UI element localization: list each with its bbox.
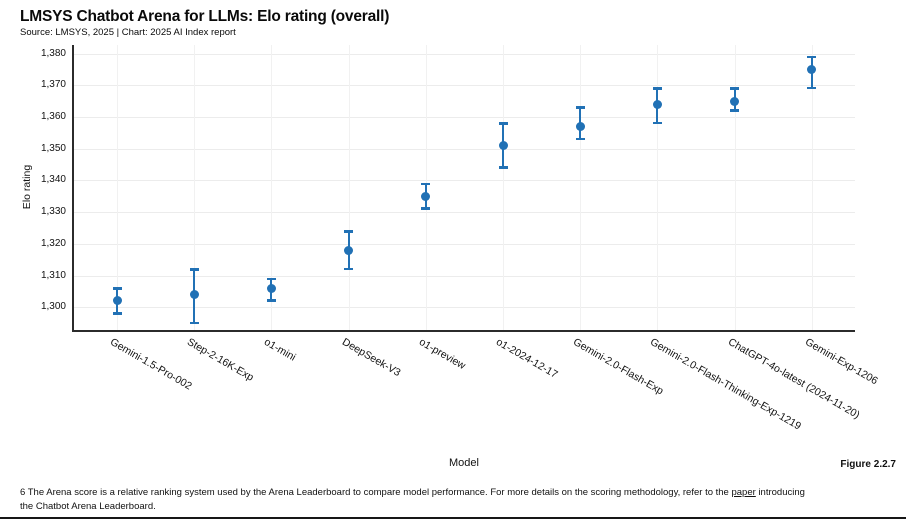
error-bar-cap-top <box>575 106 585 109</box>
x-gridline <box>657 45 659 330</box>
y-tick-label: 1,310 <box>40 269 66 281</box>
error-bar-cap-top <box>498 122 508 125</box>
y-axis-line <box>72 45 74 332</box>
data-point <box>807 64 817 74</box>
x-gridline <box>503 45 504 330</box>
chart-title: LMSYS Chatbot Arena for LLMs: Elo rating… <box>20 8 390 25</box>
x-gridline <box>117 45 118 330</box>
y-tick-label: 1,370 <box>40 79 66 91</box>
data-point <box>344 245 354 255</box>
data-point <box>498 141 508 150</box>
error-bar-cap-bottom <box>575 137 585 141</box>
footnote-text-1: 6 The Arena score is a relative ranking … <box>20 487 732 498</box>
y-gridline <box>73 85 855 87</box>
data-point <box>575 121 585 131</box>
chart-area: Elo rating 1,300 1,310 1,320 1,330 1,340 1,35… <box>21 45 880 433</box>
error-bar-cap-top <box>807 55 817 59</box>
x-gridline <box>348 45 350 330</box>
error-bar-cap-bottom <box>807 86 817 90</box>
x-gridline <box>580 45 582 330</box>
error-bar-cap-top <box>189 268 199 271</box>
x-tick-label: o1-preview <box>416 336 468 373</box>
error-bar-cap-top <box>421 182 431 186</box>
x-tick-label: o1-2024-12-17 <box>494 336 560 381</box>
error-bar-cap-bottom <box>730 109 740 112</box>
x-tick-label: Gemini-2.0-Flash-Thinking-Exp-1219 <box>648 336 804 433</box>
y-tick-label: 1,340 <box>40 174 66 186</box>
error-bar-cap-top <box>344 230 354 233</box>
y-gridline <box>73 116 855 118</box>
plot-area <box>73 45 855 330</box>
y-tick-label: 1,350 <box>40 142 66 154</box>
y-tick-label: 1,360 <box>40 110 66 122</box>
error-bar-cap-bottom <box>344 267 354 271</box>
y-tick-label: 1,330 <box>40 206 66 218</box>
x-tick-label: Gemini-1.5-Pro-002 <box>108 336 194 393</box>
error-bar-cap-bottom <box>189 321 199 325</box>
y-gridline <box>73 212 855 214</box>
x-gridline <box>811 45 813 330</box>
chart-subtitle: Source: LMSYS, 2025 | Chart: 2025 AI Ind… <box>20 27 236 38</box>
error-bar-cap-bottom <box>266 299 276 302</box>
paper-link[interactable]: paper <box>731 487 756 498</box>
error-bar-cap-bottom <box>498 166 508 169</box>
error-bar-cap-bottom <box>421 207 431 210</box>
y-gridline <box>73 180 855 182</box>
data-point <box>421 191 431 201</box>
figure-label: Figure 2.2.7 <box>840 459 896 470</box>
footnote-text-2: introducing <box>755 487 805 498</box>
y-gridline <box>73 148 855 150</box>
x-tick-label: Gemini-Exp-1206 <box>802 336 880 388</box>
x-gridline <box>734 45 736 330</box>
footnote-line-2: the Chatbot Arena Leaderboard. <box>20 500 156 512</box>
x-tick-label: DeepSeek-V3 <box>339 336 403 380</box>
y-gridline <box>73 275 855 277</box>
error-bar-cap-top <box>730 87 740 90</box>
error-bar-cap-bottom <box>112 312 122 315</box>
x-axis-title: Model <box>449 457 479 469</box>
y-gridline <box>73 53 855 55</box>
footnote: 6 The Arena score is a relative ranking … <box>20 486 805 513</box>
x-tick-label: o1-mini <box>262 336 299 364</box>
error-bar-cap-top <box>112 287 122 290</box>
data-point <box>652 99 662 109</box>
data-point <box>112 296 122 306</box>
y-gridline <box>73 243 855 245</box>
x-gridline <box>271 45 273 330</box>
x-axis-line <box>72 330 855 332</box>
y-tick-label: 1,300 <box>40 301 66 313</box>
x-tick-label: ChatGPT-4o-latest (2024-11-20) <box>725 336 862 422</box>
y-gridline <box>73 307 855 309</box>
bottom-divider <box>0 517 906 519</box>
error-bar-cap-top <box>266 277 276 281</box>
error-bar-cap-top <box>652 87 662 90</box>
x-gridline <box>194 45 196 330</box>
data-point <box>189 290 199 300</box>
x-tick-label: Step-2-16K-Exp <box>185 336 256 384</box>
y-tick-label: 1,380 <box>40 47 66 59</box>
y-tick-label: 1,320 <box>40 237 66 249</box>
data-point <box>730 96 740 106</box>
data-point <box>266 283 276 293</box>
error-bar-cap-bottom <box>652 121 662 125</box>
